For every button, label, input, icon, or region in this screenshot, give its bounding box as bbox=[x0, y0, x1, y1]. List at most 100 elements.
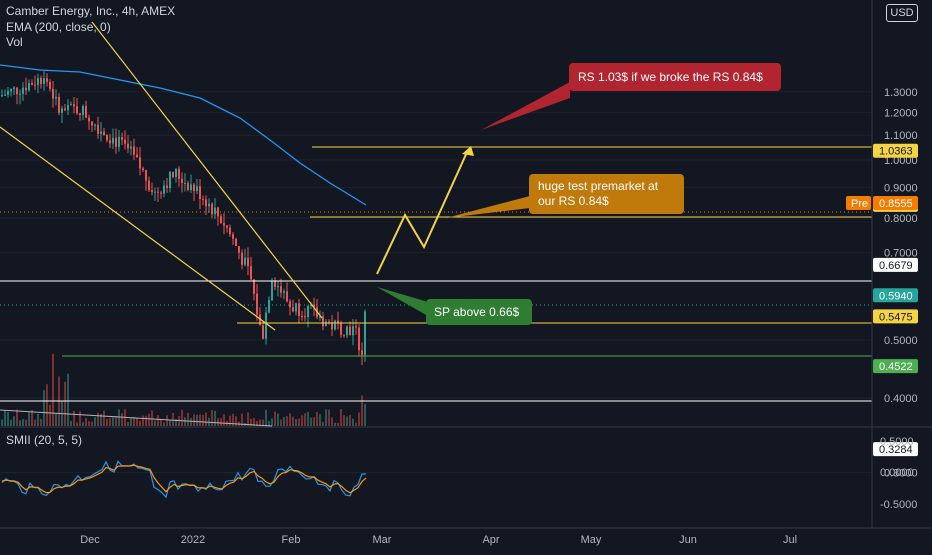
smii-axis[interactable]: 0.5000 0.0000 -0.5000 bbox=[880, 436, 917, 511]
candle-body bbox=[76, 106, 78, 114]
candle-body bbox=[244, 257, 246, 265]
candle-body bbox=[301, 315, 303, 317]
volume-legend[interactable]: Vol bbox=[6, 35, 23, 49]
annotation-rs-103[interactable]: RS 1.03$ if we broke the RS 0.84$ bbox=[481, 63, 781, 130]
candle-body bbox=[328, 321, 330, 323]
candle-body bbox=[298, 303, 300, 316]
price-tag-box bbox=[873, 257, 918, 272]
ema-200-line bbox=[0, 64, 367, 206]
candle-body bbox=[340, 322, 342, 335]
time-tick-label: Apr bbox=[482, 534, 499, 546]
annotation-pointer bbox=[446, 196, 530, 218]
volume-bar bbox=[1, 419, 3, 426]
premarket-value: 0.8555 bbox=[879, 198, 913, 210]
price-tag-label: 0.3284 bbox=[879, 444, 913, 456]
volume-bar bbox=[307, 411, 309, 426]
smii-line bbox=[1, 460, 366, 499]
candle-body bbox=[16, 87, 18, 95]
volume-bar bbox=[289, 413, 291, 426]
price-tick-label: 0.4000 bbox=[884, 393, 918, 405]
candle-body bbox=[208, 203, 210, 207]
annotation-box bbox=[529, 174, 684, 214]
volume-bar bbox=[151, 410, 153, 426]
volume-bar bbox=[337, 422, 339, 426]
chart-title[interactable]: Camber Energy, Inc., 4h, AMEX bbox=[6, 4, 176, 18]
volume-bar bbox=[172, 412, 174, 426]
smii-tick-label: -0.5000 bbox=[880, 499, 917, 511]
candle-body bbox=[85, 105, 87, 118]
volume-bar bbox=[97, 412, 99, 426]
volume-bar bbox=[181, 409, 183, 426]
candle-body bbox=[283, 291, 285, 293]
candle-body bbox=[352, 326, 354, 336]
volume-bar bbox=[316, 411, 318, 426]
candle-body bbox=[232, 234, 234, 239]
annotation-premarket-test[interactable]: huge test premarket at our RS 0.84$ bbox=[446, 174, 684, 218]
candle-body bbox=[91, 121, 93, 126]
volume-bar bbox=[10, 419, 12, 426]
ema-legend[interactable]: EMA (200, close, 0) bbox=[6, 20, 111, 34]
volume-bar bbox=[91, 421, 93, 426]
candle-body bbox=[214, 207, 216, 215]
horizontal-levels bbox=[0, 146, 872, 402]
smii-signal-line bbox=[1, 464, 367, 494]
candle-body bbox=[118, 136, 120, 147]
volume-bar bbox=[325, 409, 327, 426]
candle-body bbox=[46, 78, 48, 82]
price-tick-label: 0.3000 bbox=[884, 468, 918, 480]
candle-body bbox=[292, 307, 294, 312]
candle-body bbox=[331, 322, 333, 330]
volume-bar bbox=[313, 417, 315, 426]
candle-body bbox=[346, 326, 348, 336]
candle-body bbox=[94, 124, 96, 126]
volume-bar bbox=[142, 415, 144, 426]
volume-bar bbox=[319, 414, 321, 426]
volume-bar bbox=[217, 418, 219, 426]
time-axis[interactable]: Dec 2022 Feb Mar Apr May Jun Jul bbox=[80, 534, 797, 546]
candle-body bbox=[112, 137, 114, 144]
volume-bar bbox=[94, 417, 96, 426]
candle-body bbox=[151, 190, 153, 193]
volume-bar bbox=[202, 415, 204, 426]
price-axis[interactable]: 1.3000 1.2000 1.1000 1.0000 0.9000 0.8000 0.70… bbox=[884, 87, 918, 480]
candle-body bbox=[334, 320, 336, 330]
volume-bar bbox=[328, 409, 330, 426]
smii-tick-label: 0.0000 bbox=[880, 467, 914, 479]
volume-bar bbox=[139, 420, 141, 426]
candle-body bbox=[43, 78, 45, 84]
candle-body bbox=[193, 184, 195, 192]
candle-body bbox=[253, 279, 255, 294]
candle-body bbox=[136, 154, 138, 158]
candle-body bbox=[4, 94, 6, 96]
volume-bar bbox=[133, 416, 135, 426]
volume-bar bbox=[235, 416, 237, 426]
volume-bar bbox=[40, 418, 42, 426]
candle-body bbox=[28, 82, 30, 91]
candle-body bbox=[304, 316, 306, 318]
annotation-pointer bbox=[377, 287, 428, 316]
candle-body bbox=[259, 314, 261, 326]
volume-bar bbox=[103, 410, 105, 426]
smii-legend[interactable]: SMII (20, 5, 5) bbox=[6, 433, 83, 447]
volume-bar bbox=[193, 414, 195, 426]
volume-bar bbox=[7, 412, 9, 426]
candle-body bbox=[262, 325, 264, 339]
volume-bar bbox=[250, 418, 252, 426]
volume-bar bbox=[271, 418, 273, 426]
volume-bar bbox=[352, 418, 354, 426]
volume-bar bbox=[259, 419, 261, 426]
currency-button[interactable]: USD bbox=[886, 4, 918, 22]
volume-bar bbox=[220, 418, 222, 426]
candle-body bbox=[238, 246, 240, 253]
price-tick-label: 1.0000 bbox=[884, 155, 918, 167]
candle-body bbox=[313, 304, 315, 308]
candle-body bbox=[124, 139, 126, 144]
volume-bar bbox=[22, 419, 24, 426]
time-tick-label: May bbox=[581, 534, 602, 546]
candle-body bbox=[133, 146, 135, 155]
candle-body bbox=[358, 327, 360, 351]
volume-bar bbox=[127, 421, 129, 426]
annotation-sp-066[interactable]: SP above 0.66$ bbox=[377, 287, 532, 325]
